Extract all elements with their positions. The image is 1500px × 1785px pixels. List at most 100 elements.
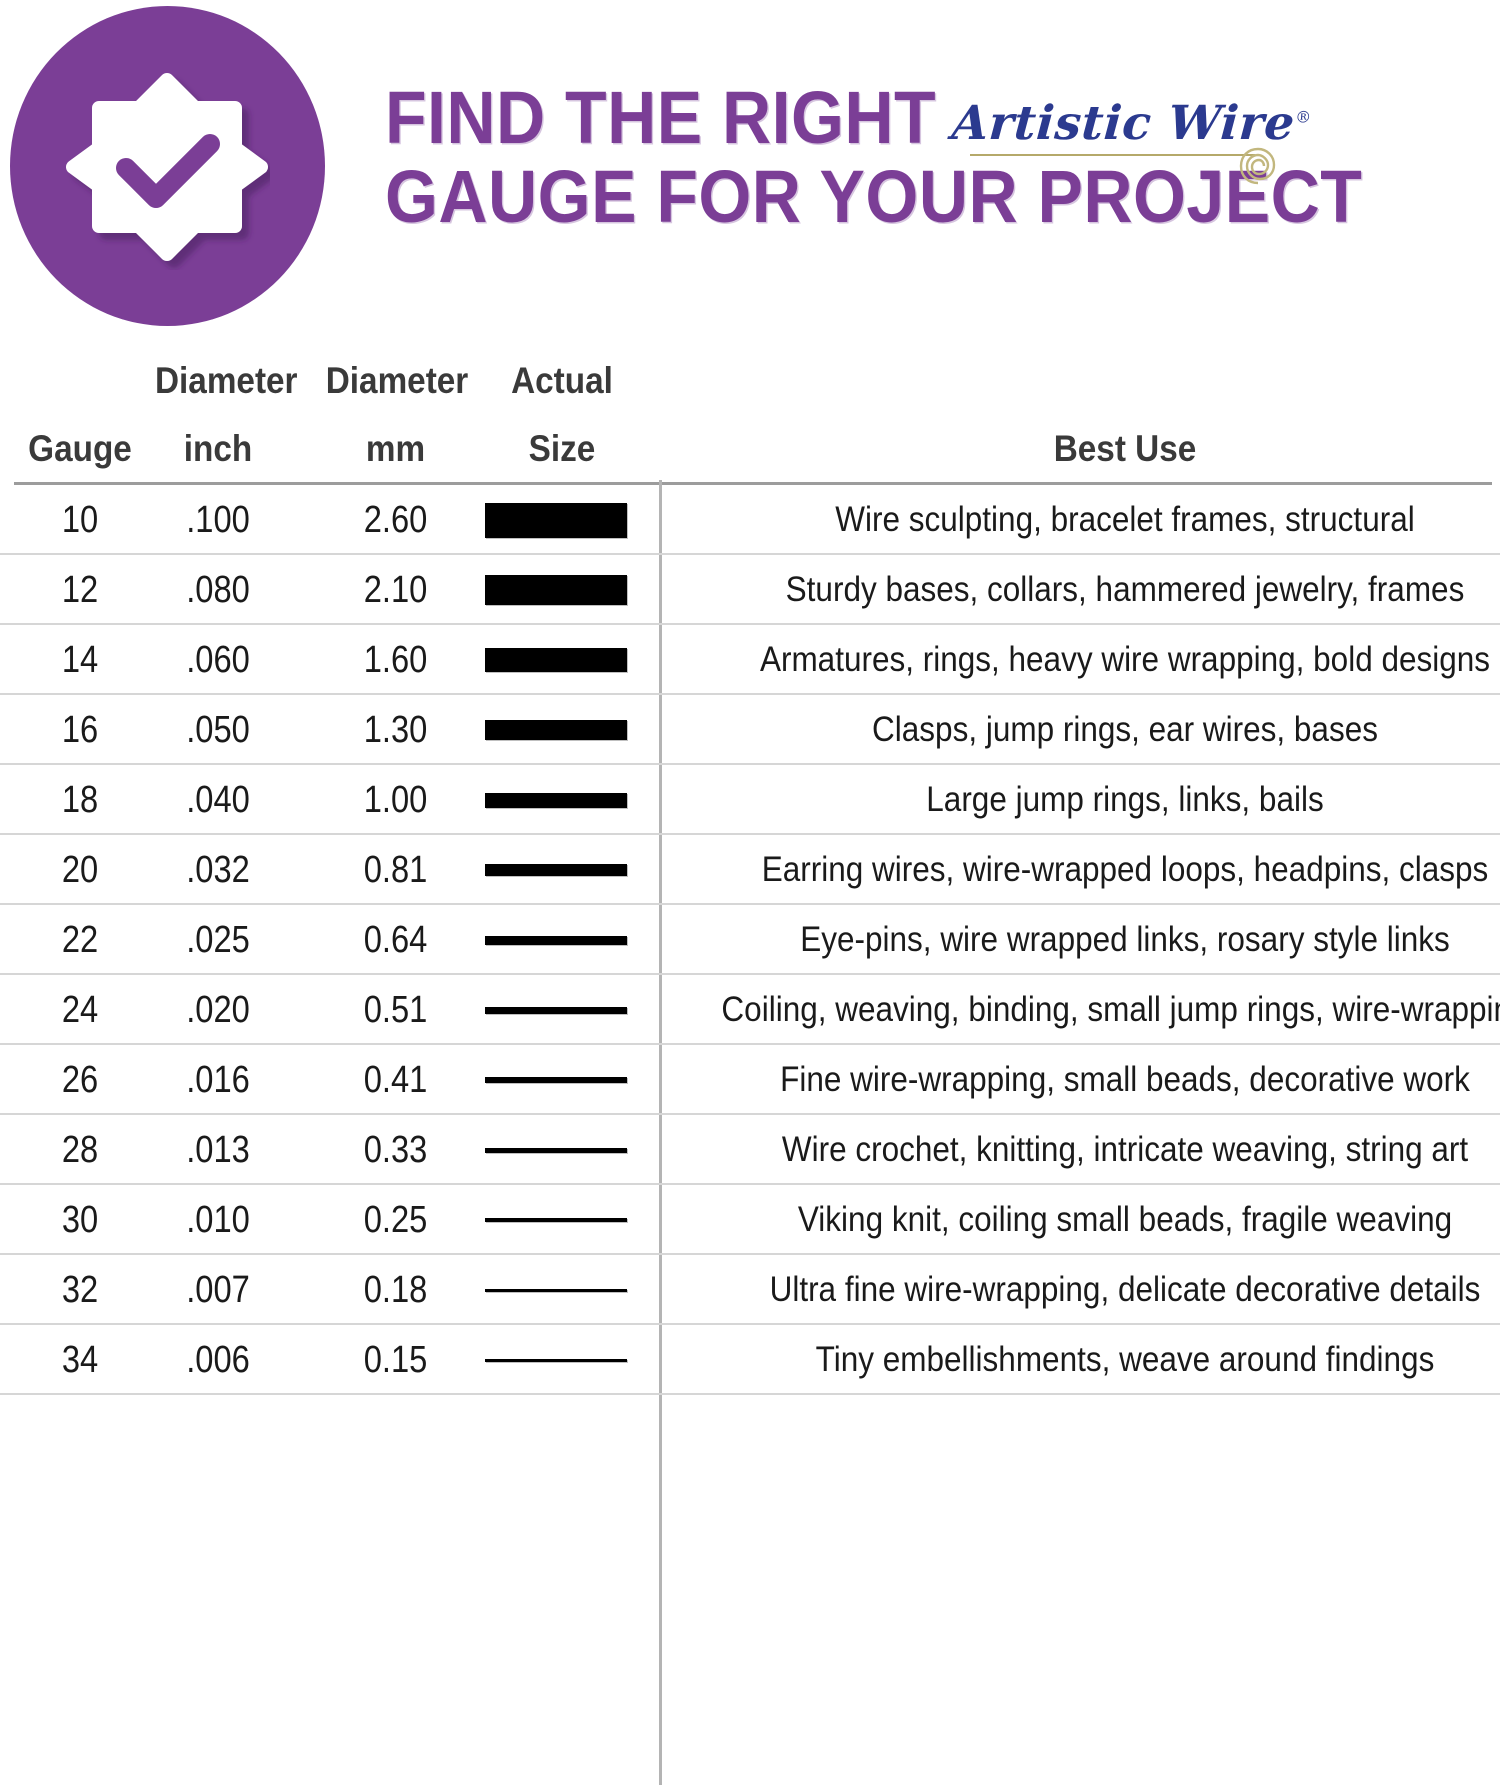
header-cell-gauge-top xyxy=(10,360,150,410)
cell-best-use: Earring wires, wire-wrapped loops, headp… xyxy=(716,835,1500,905)
cell-diameter-mm: 0.41 xyxy=(329,1045,462,1115)
cell-diameter-mm: 0.15 xyxy=(329,1325,462,1395)
actual-size-bar xyxy=(485,1218,627,1222)
table-row: 10 .100 2.60 Wire sculpting, bracelet frame… xyxy=(0,485,1500,555)
cell-actual-size xyxy=(485,625,627,695)
actual-size-bar xyxy=(485,648,627,672)
cell-actual-size xyxy=(485,835,627,905)
cell-best-use: Armatures, rings, heavy wire wrapping, b… xyxy=(716,625,1500,695)
cell-diameter-inch: .016 xyxy=(158,1045,278,1115)
cell-actual-size xyxy=(485,555,627,625)
cell-actual-size xyxy=(485,905,627,975)
cell-diameter-inch: .060 xyxy=(158,625,278,695)
cell-diameter-mm: 0.51 xyxy=(329,975,462,1045)
cell-actual-size xyxy=(485,1045,627,1115)
cell-gauge: 18 xyxy=(20,765,140,835)
cell-diameter-inch: .006 xyxy=(158,1325,278,1395)
actual-size-bar xyxy=(485,793,627,808)
cell-gauge: 14 xyxy=(20,625,140,695)
cell-gauge: 10 xyxy=(20,485,140,555)
actual-size-bar xyxy=(485,1007,627,1014)
cell-diameter-mm: 1.60 xyxy=(329,625,462,695)
table-row: 16 .050 1.30 Clasps, jump rings, ear wires,… xyxy=(0,695,1500,765)
cell-diameter-inch: .010 xyxy=(158,1185,278,1255)
cell-diameter-inch: .032 xyxy=(158,835,278,905)
cell-actual-size xyxy=(485,1325,627,1395)
table-row: 30 .010 0.25 Viking knit, coiling small bea… xyxy=(0,1185,1500,1255)
header-cell-inch-top: Diameter xyxy=(148,360,288,410)
cell-actual-size xyxy=(485,1255,627,1325)
actual-size-bar xyxy=(485,936,627,945)
cell-best-use: Wire sculpting, bracelet frames, structu… xyxy=(716,485,1500,555)
cell-best-use: Fine wire-wrapping, small beads, decorat… xyxy=(716,1045,1500,1115)
actual-size-bar xyxy=(485,1359,627,1362)
cell-diameter-mm: 1.00 xyxy=(329,765,462,835)
table-row: 24 .020 0.51 Coiling, weaving, binding, sma… xyxy=(0,975,1500,1045)
brand-underline xyxy=(970,154,1255,156)
cell-diameter-mm: 2.60 xyxy=(329,485,462,555)
cell-actual-size xyxy=(485,1185,627,1255)
cell-diameter-mm: 2.10 xyxy=(329,555,462,625)
table-row: 34 .006 0.15 Tiny embellishments, weave aro… xyxy=(0,1325,1500,1395)
cell-diameter-mm: 0.33 xyxy=(329,1115,462,1185)
header-cell-size-top: Actual xyxy=(492,360,632,410)
cell-diameter-inch: .013 xyxy=(158,1115,278,1185)
spiral-icon xyxy=(1234,142,1282,190)
header-cell-gauge: Gauge xyxy=(10,428,150,478)
actual-size-bar xyxy=(485,864,627,876)
cell-gauge: 26 xyxy=(20,1045,140,1115)
cell-gauge: 30 xyxy=(20,1185,140,1255)
header-cell-mm: mm xyxy=(318,428,473,478)
header-cell-inch: inch xyxy=(148,428,288,478)
cell-gauge: 20 xyxy=(20,835,140,905)
table-body: 10 .100 2.60 Wire sculpting, bracelet frame… xyxy=(0,485,1500,1395)
cell-actual-size xyxy=(485,765,627,835)
cell-best-use: Wire crochet, knitting, intricate weavin… xyxy=(716,1115,1500,1185)
table-row: 14 .060 1.60 Armatures, rings, heavy wire w… xyxy=(0,625,1500,695)
cell-best-use: Clasps, jump rings, ear wires, bases xyxy=(716,695,1500,765)
header-cell-mm-top: Diameter xyxy=(318,360,473,410)
cell-best-use: Tiny embellishments, weave around findin… xyxy=(716,1325,1500,1395)
registered-mark-icon: ® xyxy=(1295,107,1313,126)
cell-gauge: 28 xyxy=(20,1115,140,1185)
cell-best-use: Eye-pins, wire wrapped links, rosary sty… xyxy=(716,905,1500,975)
cell-best-use: Coiling, weaving, binding, small jump ri… xyxy=(716,975,1500,1045)
infographic-page: FIND THE RIGHT GAUGE FOR YOUR PROJECT Ar… xyxy=(0,0,1500,1428)
cell-diameter-inch: .050 xyxy=(158,695,278,765)
table-row: 26 .016 0.41 Fine wire-wrapping, small bead… xyxy=(0,1045,1500,1115)
rosette-check-icon xyxy=(64,64,270,270)
actual-size-bar xyxy=(485,1289,627,1292)
cell-diameter-mm: 0.25 xyxy=(329,1185,462,1255)
actual-size-bar xyxy=(485,1077,627,1083)
cell-gauge: 32 xyxy=(20,1255,140,1325)
cell-diameter-mm: 0.18 xyxy=(329,1255,462,1325)
cell-diameter-mm: 0.64 xyxy=(329,905,462,975)
cell-actual-size xyxy=(485,695,627,765)
cell-diameter-inch: .080 xyxy=(158,555,278,625)
cell-best-use: Viking knit, coiling small beads, fragil… xyxy=(716,1185,1500,1255)
cell-gauge: 34 xyxy=(20,1325,140,1395)
cell-best-use: Sturdy bases, collars, hammered jewelry,… xyxy=(716,555,1500,625)
header-cell-best-use: Best Use xyxy=(670,428,1500,478)
actual-size-bar xyxy=(485,503,627,538)
cell-diameter-inch: .020 xyxy=(158,975,278,1045)
table-row: 28 .013 0.33 Wire crochet, knitting, intric… xyxy=(0,1115,1500,1185)
cell-diameter-inch: .100 xyxy=(158,485,278,555)
brand-logo: Artistic Wire® xyxy=(952,96,1272,192)
header: FIND THE RIGHT GAUGE FOR YOUR PROJECT Ar… xyxy=(0,0,1500,350)
cell-gauge: 16 xyxy=(20,695,140,765)
table-row: 32 .007 0.18 Ultra fine wire-wrapping, deli… xyxy=(0,1255,1500,1325)
cell-actual-size xyxy=(485,1115,627,1185)
cell-best-use: Ultra fine wire-wrapping, delicate decor… xyxy=(716,1255,1500,1325)
header-cell-size: Size xyxy=(492,428,632,478)
cell-gauge: 24 xyxy=(20,975,140,1045)
cell-diameter-mm: 1.30 xyxy=(329,695,462,765)
actual-size-bar xyxy=(485,720,627,740)
cell-gauge: 22 xyxy=(20,905,140,975)
cell-diameter-inch: .007 xyxy=(158,1255,278,1325)
cell-actual-size xyxy=(485,975,627,1045)
